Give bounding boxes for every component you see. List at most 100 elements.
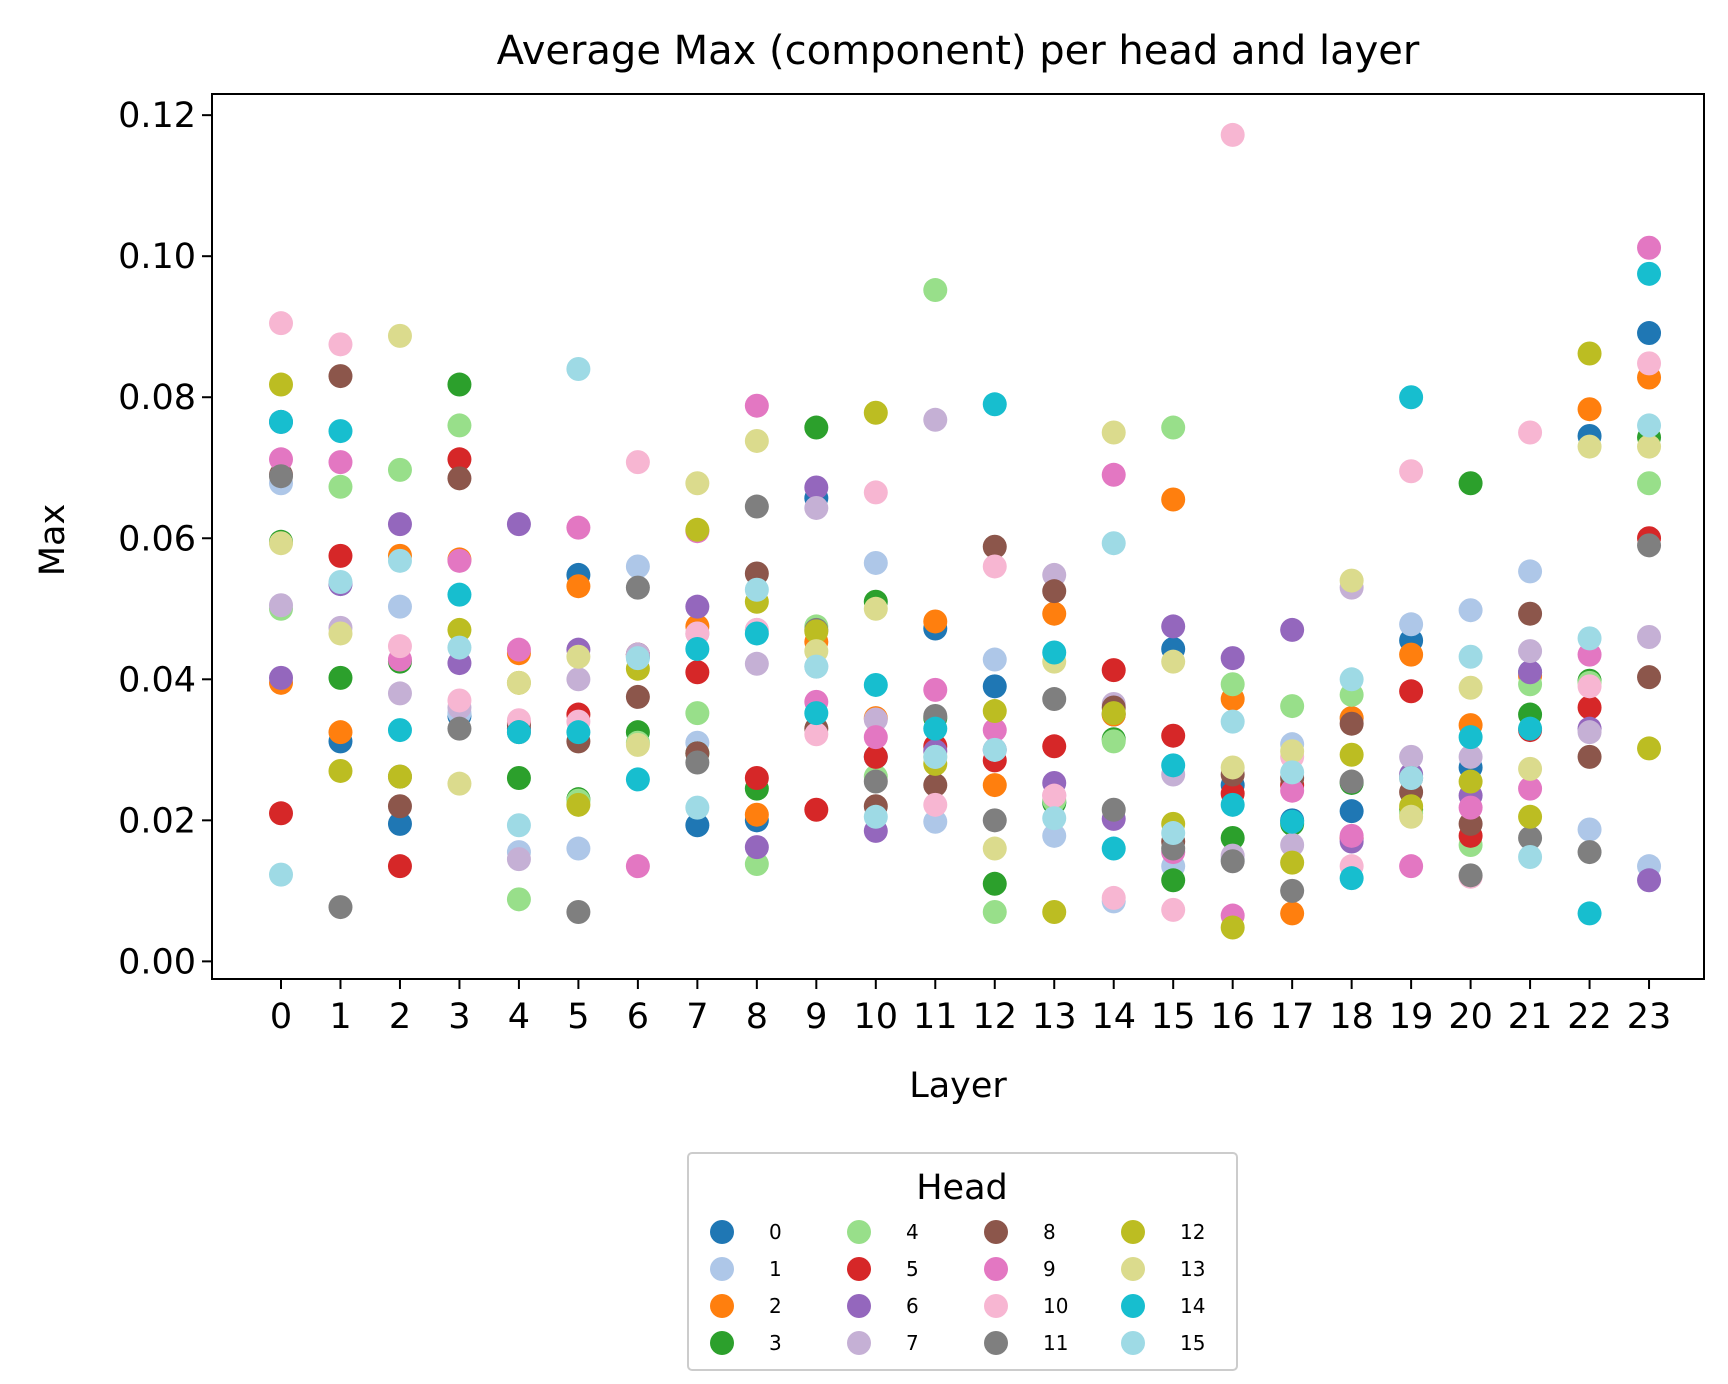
data-point-head-11 <box>625 575 650 600</box>
data-point-head-14 <box>1161 753 1186 778</box>
data-point-head-15 <box>269 862 293 887</box>
data-point-head-12 <box>1577 341 1602 366</box>
data-point-head-1 <box>1518 559 1543 584</box>
data-point-head-8 <box>1577 744 1602 769</box>
data-point-head-8 <box>923 773 948 798</box>
data-point-head-9 <box>1458 795 1483 820</box>
data-point-head-15 <box>387 548 412 573</box>
legend-marker-head-8 <box>984 1220 1008 1244</box>
data-point-head-11 <box>447 716 472 741</box>
data-point-head-15 <box>863 804 888 829</box>
data-point-head-5 <box>1101 658 1126 683</box>
data-point-head-2 <box>1161 487 1186 512</box>
x-axis: 0 1 2 3 4 5 6 7 8 9 10 11 12 13 14 15 16 17 18 19 20 21 22 23 <box>270 979 1671 1037</box>
data-point-head-9 <box>923 677 948 702</box>
data-point-head-15 <box>447 635 472 660</box>
data-point-head-14 <box>1577 901 1602 926</box>
data-point-head-14 <box>923 716 948 741</box>
x-axis-label: Layer <box>909 1066 1007 1106</box>
data-point-head-8 <box>1518 601 1543 626</box>
data-point-head-9 <box>269 447 293 472</box>
data-point-head-14 <box>387 718 412 743</box>
data-point-head-9 <box>447 548 472 573</box>
data-point-head-6 <box>269 665 293 690</box>
data-point-head-1 <box>923 809 948 834</box>
data-point-head-9 <box>1518 776 1543 801</box>
data-point-head-14 <box>1399 385 1424 410</box>
data-point-head-6 <box>1518 660 1543 685</box>
data-point-head-10 <box>1161 897 1186 922</box>
data-point-head-13 <box>269 531 293 556</box>
data-point-head-14 <box>1339 866 1364 891</box>
data-point-head-13 <box>387 323 412 348</box>
legend-label-head-1: 1 <box>769 1257 782 1281</box>
data-point-head-12 <box>1280 850 1305 875</box>
chart-title: Average Max (component) per head and lay… <box>497 28 1420 74</box>
data-point-head-12 <box>1637 736 1662 761</box>
data-point-head-15 <box>328 569 353 594</box>
legend-label-head-4: 4 <box>906 1220 919 1244</box>
data-point-head-10 <box>447 688 472 713</box>
data-point-head-8 <box>1339 711 1364 736</box>
legend-label-head-6: 6 <box>906 1294 919 1318</box>
data-point-head-2 <box>982 773 1007 798</box>
data-point-head-15 <box>566 357 591 382</box>
data-point-head-13 <box>1220 755 1245 780</box>
data-point-head-11 <box>1339 769 1364 794</box>
data-point-head-11 <box>982 808 1007 833</box>
data-point-head-7 <box>506 847 531 872</box>
data-point-head-15 <box>1101 531 1126 556</box>
data-point-head-14 <box>1280 809 1305 834</box>
data-point-head-5 <box>1399 679 1424 704</box>
data-point-head-12 <box>1101 701 1126 726</box>
data-point-head-0 <box>387 811 412 836</box>
legend-title: Head <box>916 1168 1008 1208</box>
legend-marker-head-3 <box>710 1331 734 1355</box>
y-tick-label: 0.10 <box>118 237 196 277</box>
data-point-head-12 <box>863 400 888 425</box>
legend-label-head-10: 10 <box>1043 1294 1068 1318</box>
data-point-head-9 <box>328 450 353 475</box>
data-point-head-11 <box>566 900 591 925</box>
data-point-head-1 <box>1458 598 1483 623</box>
data-point-head-15 <box>685 795 710 820</box>
legend-marker-head-14 <box>1121 1294 1145 1318</box>
x-tick-label: 11 <box>913 997 958 1037</box>
legend-marker-head-5 <box>847 1257 871 1281</box>
data-point-head-14 <box>1637 261 1662 286</box>
data-point-head-10 <box>1577 674 1602 699</box>
data-point-head-15 <box>1399 766 1424 791</box>
data-point-head-1 <box>1042 823 1067 848</box>
data-point-head-6 <box>506 512 531 537</box>
data-point-head-1 <box>1399 612 1424 637</box>
legend-label-head-15: 15 <box>1180 1331 1205 1355</box>
legend-frame <box>687 1152 1238 1371</box>
x-tick-label: 16 <box>1210 997 1255 1037</box>
data-point-head-6 <box>1637 868 1662 893</box>
data-point-head-8 <box>1637 665 1662 690</box>
x-tick-label: 22 <box>1567 997 1612 1037</box>
data-point-head-2 <box>1577 397 1602 422</box>
data-point-head-9 <box>566 515 591 540</box>
x-tick-label: 0 <box>270 997 292 1037</box>
data-point-head-10 <box>1637 351 1662 376</box>
data-point-head-4 <box>1637 471 1662 496</box>
data-point-head-4 <box>1101 729 1126 754</box>
data-point-head-15 <box>1220 709 1245 734</box>
legend-label-head-11: 11 <box>1043 1331 1068 1355</box>
data-point-head-3 <box>328 665 353 690</box>
legend-label-head-9: 9 <box>1043 1257 1056 1281</box>
data-point-head-10 <box>1518 420 1543 445</box>
legend-marker-head-10 <box>984 1294 1008 1318</box>
data-point-head-6 <box>1161 614 1186 639</box>
data-point-head-1 <box>863 550 888 575</box>
legend-label-head-2: 2 <box>769 1294 782 1318</box>
legend-label-head-12: 12 <box>1180 1220 1205 1244</box>
data-point-head-10 <box>1101 885 1126 910</box>
legend-label-head-3: 3 <box>769 1331 782 1355</box>
data-point-head-2 <box>744 802 769 827</box>
data-point-head-12 <box>1220 915 1245 940</box>
data-point-head-1 <box>387 594 412 619</box>
data-point-head-14 <box>1458 725 1483 750</box>
data-point-head-3 <box>1161 868 1186 893</box>
